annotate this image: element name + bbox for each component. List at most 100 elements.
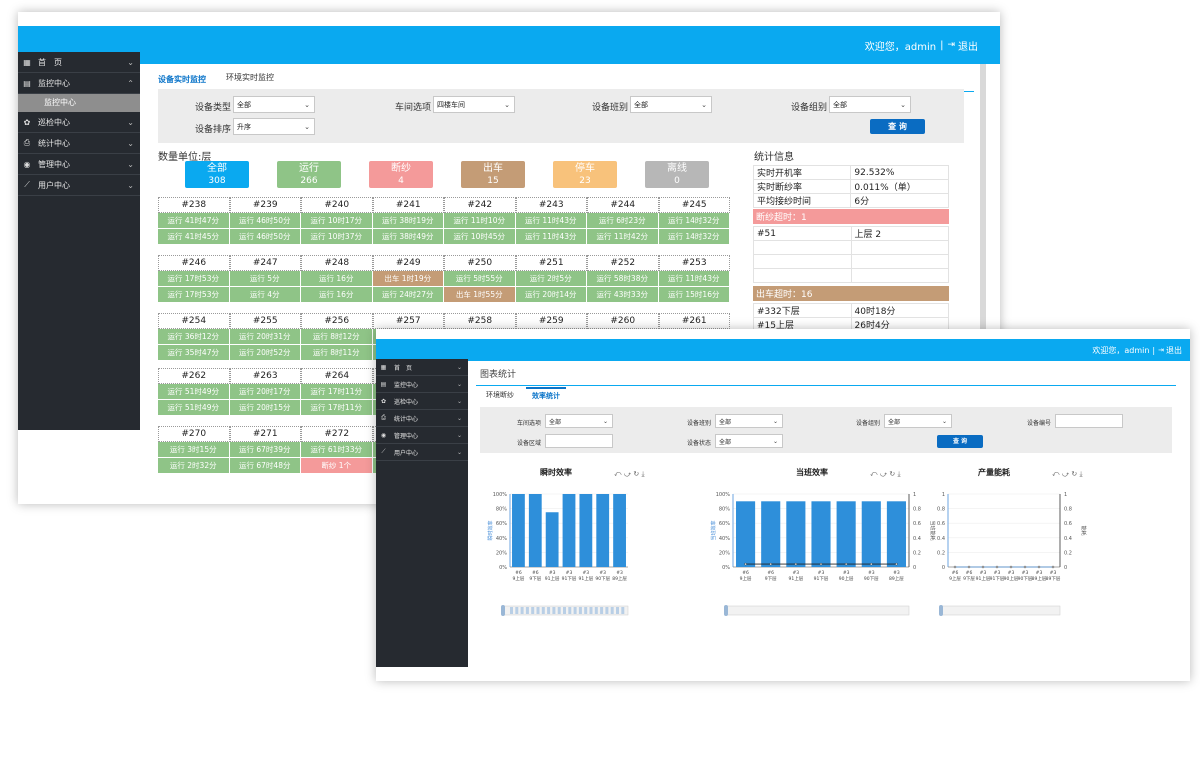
tab-efficiency[interactable]: 效率统计 (526, 387, 566, 401)
device-status-cell[interactable]: 运行 2时5分 (515, 271, 587, 287)
device-status-cell[interactable]: 运行 43时33分 (587, 287, 659, 303)
bar[interactable] (528, 494, 542, 567)
device-status-cell[interactable]: 运行 35时47分 (158, 345, 230, 361)
bar[interactable] (836, 501, 856, 567)
device-status-cell[interactable]: 运行 17时53分 (158, 287, 230, 303)
bar[interactable] (861, 501, 881, 567)
device-id-cell[interactable]: #249 (372, 255, 444, 271)
sidebar-item-4[interactable]: ◉ 管理中心 ⌄ (18, 154, 140, 175)
zoom-slider[interactable] (941, 605, 1061, 616)
device-status-cell[interactable]: 运行 5分 (229, 271, 301, 287)
code-input[interactable] (1055, 414, 1123, 428)
sidebar-item-3[interactable]: ⎙ 统计中心 ⌄ (18, 133, 140, 154)
device-status-cell[interactable]: 运行 20时31分 (229, 329, 301, 345)
device-status-cell[interactable]: 运行 2时32分 (158, 458, 230, 474)
line-point[interactable] (953, 565, 957, 569)
line-point[interactable] (995, 565, 999, 569)
device-status-cell[interactable]: 运行 46时50分 (229, 229, 301, 245)
device-status-cell[interactable]: 运行 38时49分 (372, 229, 444, 245)
stat-card-5[interactable]: 离线 0 (645, 161, 709, 188)
device-status-cell[interactable]: 运行 41时47分 (158, 213, 230, 229)
scrollbar[interactable] (980, 64, 986, 364)
device-status-cell[interactable]: 运行 10时45分 (444, 229, 516, 245)
zoom-slider[interactable] (503, 605, 629, 616)
sort-select[interactable]: 升序 ⌄ (233, 118, 315, 135)
sidebar-item-3[interactable]: ⎙ 统计中心 ⌄ (376, 410, 468, 427)
device-status-cell[interactable]: 运行 51时49分 (158, 400, 230, 416)
group-select[interactable]: 全部 ⌄ (829, 96, 911, 113)
chart-toolbar[interactable]: ⤺ ⤻ ↻ ⤓ (870, 470, 901, 478)
device-status-cell[interactable]: 运行 16分 (301, 271, 373, 287)
device-status-cell[interactable]: 断纱 1个 (301, 458, 373, 474)
device-status-cell[interactable]: 运行 8时11分 (301, 345, 373, 361)
device-id-cell[interactable]: #263 (229, 368, 301, 384)
device-id-cell[interactable]: #240 (301, 197, 373, 213)
device-status-cell[interactable]: 运行 20时14分 (515, 287, 587, 303)
sidebar-item-2[interactable]: ✿ 巡检中心 ⌄ (376, 393, 468, 410)
device-status-cell[interactable]: 运行 17时53分 (158, 271, 230, 287)
sidebar-item-2[interactable]: ✿ 巡检中心 ⌄ (18, 112, 140, 133)
device-id-cell[interactable]: #255 (229, 313, 301, 329)
stat-card-3[interactable]: 出车 15 (461, 161, 525, 188)
line-point[interactable] (1023, 565, 1027, 569)
line-point[interactable] (819, 562, 823, 566)
sidebar-item-1[interactable]: ▤ 监控中心 ⌃ (18, 73, 140, 94)
bar[interactable] (736, 501, 756, 567)
line-point[interactable] (870, 562, 873, 566)
device-id-cell[interactable]: #247 (229, 255, 301, 271)
status-select[interactable]: 全部 ⌄ (715, 434, 783, 448)
device-id-cell[interactable]: #248 (301, 255, 373, 271)
sidebar-item-0[interactable]: ▦ 首 页 ⌄ (376, 359, 468, 376)
query-button[interactable]: 查 询 (937, 435, 983, 448)
device-id-cell[interactable]: #251 (515, 255, 587, 271)
device-status-cell[interactable]: 运行 58时38分 (587, 271, 659, 287)
bar[interactable] (545, 512, 559, 567)
sidebar-item-5[interactable]: ⟋ 用户中心 ⌄ (18, 175, 140, 196)
line-point[interactable] (967, 565, 971, 569)
device-status-cell[interactable]: 出车 1时19分 (372, 271, 444, 287)
line-point[interactable] (744, 562, 747, 566)
line-point[interactable] (1051, 565, 1055, 569)
device-status-cell[interactable]: 运行 24时27分 (372, 287, 444, 303)
device-id-cell[interactable]: #239 (229, 197, 301, 213)
device-status-cell[interactable]: 运行 41时45分 (158, 229, 230, 245)
device-status-cell[interactable]: 运行 11时10分 (444, 213, 516, 229)
logout-link[interactable]: 退出 (958, 41, 978, 53)
device-id-cell[interactable]: #250 (444, 255, 516, 271)
chart-toolbar[interactable]: ⤺ ⤻ ↻ ⤓ (614, 470, 645, 478)
zoom-slider[interactable] (726, 605, 910, 616)
device-status-cell[interactable]: 运行 16分 (301, 287, 373, 303)
device-id-cell[interactable]: #243 (515, 197, 587, 213)
device-id-cell[interactable]: #246 (158, 255, 230, 271)
device-id-cell[interactable]: #244 (587, 197, 659, 213)
device-id-cell[interactable]: #270 (158, 426, 230, 442)
sidebar-item-5[interactable]: ⟋ 用户中心 ⌄ (376, 444, 468, 461)
line-point[interactable] (981, 565, 985, 569)
tab-env-monitor[interactable]: 环境实时监控 (226, 73, 274, 82)
device-status-cell[interactable]: 运行 3时15分 (158, 442, 230, 458)
bar[interactable] (786, 501, 806, 567)
sidebar-item-1[interactable]: ▤ 监控中心 ⌄ (376, 376, 468, 393)
device-id-cell[interactable]: #242 (444, 197, 516, 213)
device-id-cell[interactable]: #253 (658, 255, 730, 271)
chart-toolbar[interactable]: ⤺ ⤻ ↻ ⤓ (1052, 470, 1083, 478)
type-select[interactable]: 全部 ⌄ (233, 96, 315, 113)
device-id-cell[interactable]: #271 (229, 426, 301, 442)
line-point[interactable] (794, 562, 798, 566)
device-status-cell[interactable]: 运行 5时55分 (444, 271, 516, 287)
bar[interactable] (811, 501, 831, 567)
device-id-cell[interactable]: #272 (301, 426, 373, 442)
device-status-cell[interactable]: 运行 67时48分 (229, 458, 301, 474)
stat-card-0[interactable]: 全部 308 (185, 161, 249, 188)
shift-select[interactable]: 全部 ⌄ (630, 96, 712, 113)
tab-env-break[interactable]: 环境断纱 (486, 391, 514, 399)
bar[interactable] (512, 494, 525, 567)
device-status-cell[interactable]: 运行 61时33分 (301, 442, 373, 458)
device-id-cell[interactable]: #254 (158, 313, 230, 329)
bar[interactable] (761, 501, 781, 567)
device-status-cell[interactable]: 运行 14时32分 (658, 229, 730, 245)
bar[interactable] (886, 501, 906, 567)
device-status-cell[interactable]: 运行 10时37分 (301, 229, 373, 245)
device-status-cell[interactable]: 运行 14时32分 (658, 213, 730, 229)
sidebar-sub-item-monitor[interactable]: 监控中心 (18, 94, 140, 112)
